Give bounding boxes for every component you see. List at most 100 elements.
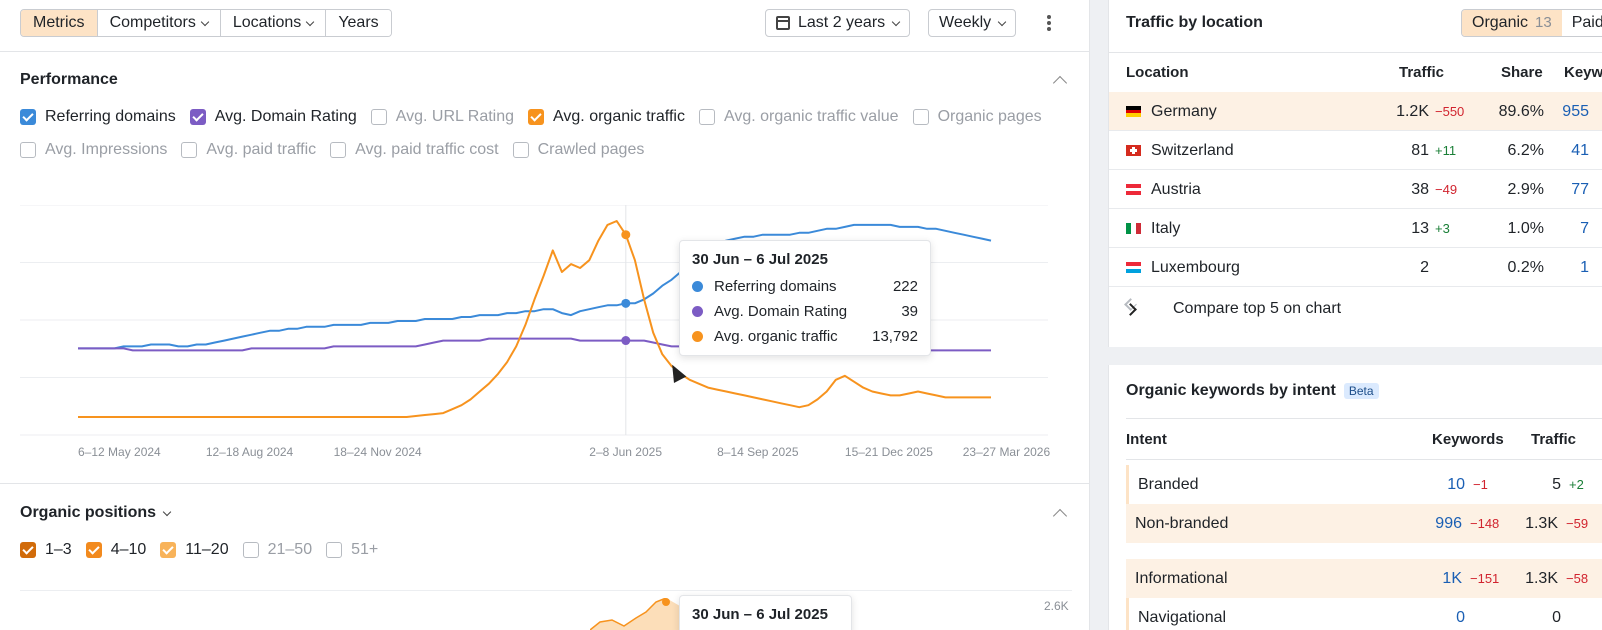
metric-checkbox[interactable]: Referring domains [20, 108, 176, 126]
tab-competitors[interactable]: Competitors [97, 10, 221, 36]
metric-checkbox[interactable]: Avg. Domain Rating [189, 108, 357, 126]
traffic-value: 0 [1552, 609, 1561, 626]
collapse-positions-icon[interactable] [1052, 508, 1068, 524]
more-options-icon[interactable] [1044, 12, 1054, 34]
checked-checkbox-icon[interactable] [20, 109, 36, 125]
unchecked-checkbox-icon[interactable] [20, 142, 36, 158]
location-row[interactable]: Luxembourg 2 0.2% 1 [1109, 248, 1602, 287]
column-header-traffic[interactable]: Traffic [1399, 64, 1445, 81]
column-header-keywords[interactable]: Keywo [1564, 64, 1602, 81]
keywords-link[interactable]: 0 [1456, 609, 1465, 626]
toggle-count: 13 [1535, 14, 1552, 31]
metric-checkbox[interactable]: Organic pages [912, 108, 1042, 126]
unchecked-checkbox-icon[interactable] [330, 142, 347, 158]
unchecked-checkbox-icon[interactable] [512, 142, 529, 158]
unchecked-checkbox-icon[interactable] [326, 542, 343, 558]
intent-row[interactable]: Branded 10 −1 5 +2 [1126, 465, 1602, 504]
metric-checkbox[interactable]: Avg. organic traffic value [698, 108, 899, 126]
checked-checkbox-icon[interactable] [85, 542, 102, 558]
unchecked-checkbox-icon[interactable] [370, 109, 387, 125]
location-name[interactable]: Germany [1151, 103, 1217, 120]
checkbox-label: Avg. URL Rating [395, 108, 515, 125]
column-header-share[interactable]: Share [1501, 64, 1543, 81]
performance-chart[interactable]: 6–12 May 2024 12–18 Aug 2024 18–24 Nov 202… [20, 205, 1072, 465]
position-filter-checkbox[interactable]: 11–20 [160, 541, 229, 559]
x-tick-label: 12–18 Aug 2024 [206, 445, 294, 459]
interval-select[interactable]: Weekly [928, 9, 1017, 37]
unchecked-checkbox-icon[interactable] [181, 142, 198, 158]
location-row[interactable]: Austria 38 −49 2.9% 77 [1109, 170, 1602, 209]
gridline [20, 590, 1072, 591]
location-row[interactable]: Italy 13 +3 1.0% 7 [1109, 209, 1602, 248]
position-filter-checkbox[interactable]: 1–3 [20, 541, 72, 559]
chart-tooltip: 30 Jun – 6 Jul 2025 Referring domains 22… [679, 240, 931, 356]
keywords-link[interactable]: 1 [1580, 259, 1589, 276]
organic-positions-title[interactable]: Organic positions [20, 504, 172, 522]
keywords-link[interactable]: 955 [1562, 103, 1589, 120]
metric-checkbox[interactable]: Crawled pages [512, 141, 644, 159]
tooltip-title: 30 Jun – 6 Jul 2025 [692, 251, 828, 268]
column-header-intent[interactable]: Intent [1126, 431, 1167, 448]
position-filter-checkbox[interactable]: 4–10 [85, 541, 146, 559]
tooltip-label: Avg. organic traffic [714, 328, 838, 345]
chevron-down-icon [997, 17, 1007, 26]
metric-checkbox[interactable]: Avg. organic traffic [528, 108, 685, 126]
share-value: 6.2% [1507, 142, 1544, 159]
intent-row[interactable]: Non-branded 996 −148 1.3K −59 [1126, 504, 1602, 543]
checkbox-label: 11–20 [185, 541, 229, 558]
positions-chart-area[interactable] [590, 598, 680, 630]
series-line-0 [78, 223, 992, 350]
checked-checkbox-icon[interactable] [528, 109, 545, 125]
divider [1109, 52, 1602, 53]
keywords-link[interactable]: 996 [1435, 515, 1462, 532]
unchecked-checkbox-icon[interactable] [698, 109, 715, 125]
tab-label: Locations [232, 14, 302, 31]
tab-years[interactable]: Years [326, 10, 391, 36]
checked-checkbox-icon[interactable] [160, 542, 177, 558]
intent-row[interactable]: Informational 1K −151 1.3K −58 [1126, 559, 1602, 598]
position-filter-checkbox[interactable]: 51+ [326, 541, 378, 559]
keywords-link[interactable]: 1K [1442, 570, 1462, 587]
toggle-organic[interactable]: Organic 13 [1462, 10, 1562, 36]
tab-locations[interactable]: Locations [220, 10, 327, 36]
checked-checkbox-icon[interactable] [189, 109, 206, 125]
location-pager: Compare top 5 on chart [1124, 298, 1342, 318]
location-name[interactable]: Luxembourg [1151, 259, 1240, 276]
traffic-value: 81 [1411, 142, 1429, 159]
unchecked-checkbox-icon[interactable] [242, 542, 259, 558]
flag-icon [1126, 145, 1141, 156]
metric-checkbox[interactable]: Avg. Impressions [20, 141, 167, 159]
intent-row[interactable]: Navigational 0 0 [1126, 598, 1602, 630]
checkbox-label: 21–50 [267, 541, 313, 558]
tab-metrics[interactable]: Metrics [21, 10, 98, 36]
traffic-value: 2 [1420, 259, 1429, 276]
column-header-location[interactable]: Location [1126, 64, 1189, 81]
x-tick-label: 18–24 Nov 2024 [334, 445, 422, 459]
location-name[interactable]: Italy [1151, 220, 1181, 237]
position-filter-checkbox[interactable]: 21–50 [242, 541, 313, 559]
location-name[interactable]: Austria [1151, 181, 1201, 198]
metric-checkbox[interactable]: Avg. paid traffic [181, 141, 316, 159]
keywords-link[interactable]: 41 [1571, 142, 1589, 159]
keywords-link[interactable]: 77 [1571, 181, 1589, 198]
checked-checkbox-icon[interactable] [20, 542, 36, 558]
location-row[interactable]: Germany 1.2K −550 89.6% 955 [1109, 92, 1602, 131]
series-dot-icon [692, 331, 703, 342]
unchecked-checkbox-icon[interactable] [912, 109, 929, 125]
metric-checkbox[interactable]: Avg. URL Rating [370, 108, 515, 126]
location-row[interactable]: Switzerland 81 +11 6.2% 41 [1109, 131, 1602, 170]
chevron-down-icon [891, 17, 901, 26]
compare-top5-link[interactable]: Compare top 5 on chart [1173, 300, 1342, 317]
keywords-link[interactable]: 7 [1580, 220, 1589, 237]
column-header-keywords[interactable]: Keywords [1432, 431, 1504, 448]
checkbox-label: Referring domains [45, 108, 176, 125]
hover-point-1 [621, 336, 631, 346]
keywords-link[interactable]: 10 [1447, 476, 1465, 493]
flag-icon [1126, 184, 1141, 195]
date-range-button[interactable]: Last 2 years [765, 9, 911, 37]
column-header-traffic[interactable]: Traffic [1531, 431, 1577, 448]
toggle-paid[interactable]: Paid [1562, 10, 1602, 36]
collapse-performance-icon[interactable] [1052, 75, 1068, 91]
location-name[interactable]: Switzerland [1151, 142, 1234, 159]
metric-checkbox[interactable]: Avg. paid traffic cost [330, 141, 499, 159]
